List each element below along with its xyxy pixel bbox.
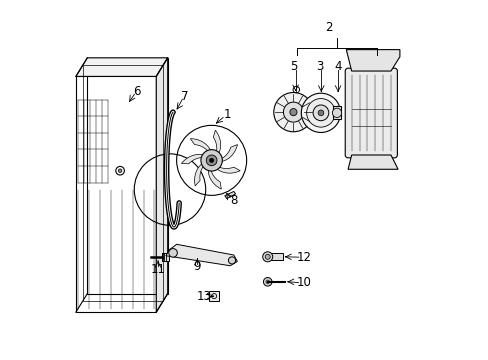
Text: 10: 10 — [297, 276, 311, 289]
Polygon shape — [190, 139, 210, 153]
Text: 12: 12 — [296, 251, 311, 264]
Text: 5: 5 — [289, 60, 297, 73]
Text: 11: 11 — [150, 263, 165, 276]
Circle shape — [201, 150, 222, 171]
Text: 8: 8 — [230, 194, 237, 207]
Circle shape — [264, 254, 270, 259]
Text: 6: 6 — [133, 85, 141, 98]
Circle shape — [209, 158, 213, 162]
Circle shape — [168, 249, 177, 257]
Circle shape — [301, 93, 340, 132]
Circle shape — [228, 257, 235, 264]
Circle shape — [118, 169, 122, 172]
Text: 3: 3 — [316, 60, 323, 73]
Text: 7: 7 — [181, 90, 188, 103]
Circle shape — [265, 280, 269, 284]
Polygon shape — [224, 192, 235, 199]
Circle shape — [283, 102, 303, 122]
Circle shape — [263, 278, 271, 286]
Polygon shape — [181, 154, 205, 164]
Polygon shape — [165, 244, 237, 266]
Polygon shape — [194, 163, 205, 186]
Polygon shape — [347, 155, 397, 169]
FancyBboxPatch shape — [345, 68, 397, 158]
Text: 13: 13 — [197, 290, 211, 303]
Polygon shape — [208, 167, 221, 189]
Circle shape — [312, 105, 328, 121]
Text: 9: 9 — [193, 260, 201, 273]
Circle shape — [332, 108, 341, 117]
Text: 4: 4 — [334, 60, 341, 73]
Polygon shape — [215, 166, 240, 173]
Polygon shape — [76, 58, 167, 76]
Circle shape — [206, 155, 217, 166]
Bar — [332, 107, 340, 119]
Text: 2: 2 — [324, 21, 331, 33]
Circle shape — [289, 109, 296, 116]
Circle shape — [273, 93, 312, 132]
Circle shape — [262, 252, 272, 262]
FancyBboxPatch shape — [208, 291, 219, 301]
Circle shape — [317, 110, 323, 116]
Bar — [267, 253, 282, 260]
Polygon shape — [213, 130, 220, 155]
Text: 1: 1 — [224, 108, 231, 121]
Polygon shape — [346, 50, 399, 71]
Circle shape — [306, 99, 335, 127]
Bar — [162, 252, 169, 261]
Polygon shape — [218, 144, 237, 162]
Polygon shape — [156, 58, 167, 312]
